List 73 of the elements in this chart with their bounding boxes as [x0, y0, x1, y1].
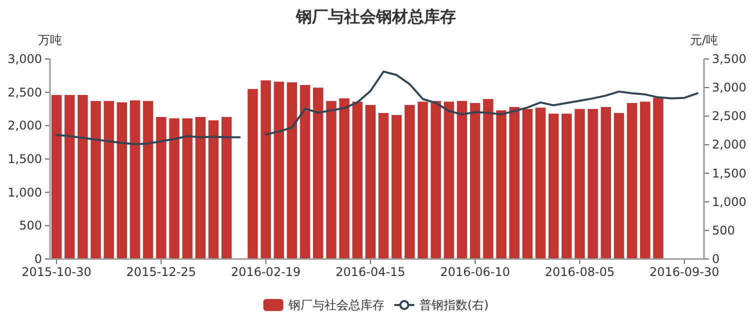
bar — [588, 109, 598, 259]
y-axis-title: 万吨 — [38, 33, 62, 47]
bar — [535, 108, 546, 259]
bar — [470, 103, 480, 259]
bar — [653, 98, 664, 259]
bar — [169, 118, 180, 259]
bar — [116, 102, 128, 259]
y-tick-label: 1,000 — [8, 185, 42, 200]
bar — [352, 102, 362, 259]
y2-tick-label: 500 — [712, 223, 735, 238]
bar — [339, 98, 350, 259]
bar — [626, 103, 638, 259]
x-tick-label: 2016-04-15 — [336, 265, 406, 279]
bar — [600, 107, 611, 259]
bar — [195, 117, 206, 259]
bar — [418, 102, 428, 259]
bar — [483, 99, 494, 259]
bar — [221, 117, 232, 259]
bar — [326, 101, 336, 259]
bar — [78, 95, 88, 259]
x-tick-label: 2016-06-10 — [440, 265, 510, 279]
y-tick-label: 1,500 — [8, 152, 42, 166]
bar — [51, 95, 62, 259]
bar — [286, 82, 298, 259]
bar — [522, 109, 533, 259]
bar — [378, 113, 389, 259]
y2-tick-label: 3,500 — [712, 52, 746, 66]
x-tick-label: 2016-02-19 — [230, 265, 301, 279]
bar — [456, 101, 468, 259]
x-tick-label: 2016-09-30 — [650, 265, 720, 279]
legend-label: 普钢指数(右) — [419, 298, 489, 312]
bar — [208, 120, 219, 259]
y2-tick-label: 2,500 — [712, 109, 746, 124]
x-tick-label: 2015-10-30 — [22, 265, 92, 279]
bar — [509, 107, 520, 259]
bar — [248, 89, 258, 259]
y2-tick-label: 1,000 — [712, 194, 746, 209]
y-tick-label: 3,000 — [8, 52, 42, 66]
bar — [574, 109, 585, 259]
y2-tick-label: 2,000 — [712, 138, 746, 152]
chart-title: 钢厂与社会钢材总库存 — [295, 7, 456, 26]
bar — [365, 105, 376, 259]
y2-tick-label: 1,500 — [712, 166, 746, 180]
bar — [404, 105, 415, 259]
bar — [143, 101, 154, 259]
bar — [300, 85, 310, 259]
y2-axis-title: 元/吨 — [690, 33, 718, 47]
bar — [90, 101, 101, 259]
bar — [64, 95, 75, 259]
legend-label: 钢厂与社会总库存 — [287, 298, 384, 312]
bar — [548, 114, 559, 259]
y-tick-label: 2,000 — [8, 118, 42, 133]
bar — [313, 88, 324, 259]
bar — [562, 114, 572, 259]
bar — [614, 113, 624, 259]
bar — [274, 82, 284, 259]
y2-tick-label: 3,000 — [712, 80, 746, 95]
bar — [444, 102, 454, 259]
bar — [104, 101, 114, 259]
y-tick-label: 0 — [34, 252, 42, 266]
bar — [130, 100, 140, 259]
bar — [496, 110, 506, 259]
x-tick-label: 2015-12-25 — [126, 265, 196, 279]
bar — [392, 115, 402, 259]
bar — [156, 117, 166, 259]
bar — [182, 118, 192, 259]
x-tick-label: 2016-08-05 — [544, 265, 615, 279]
bar — [640, 102, 650, 259]
bar — [430, 101, 441, 259]
y-tick-label: 500 — [19, 218, 42, 233]
bar — [260, 80, 271, 259]
y-tick-label: 2,500 — [8, 85, 42, 100]
y2-tick-label: 0 — [712, 252, 720, 266]
